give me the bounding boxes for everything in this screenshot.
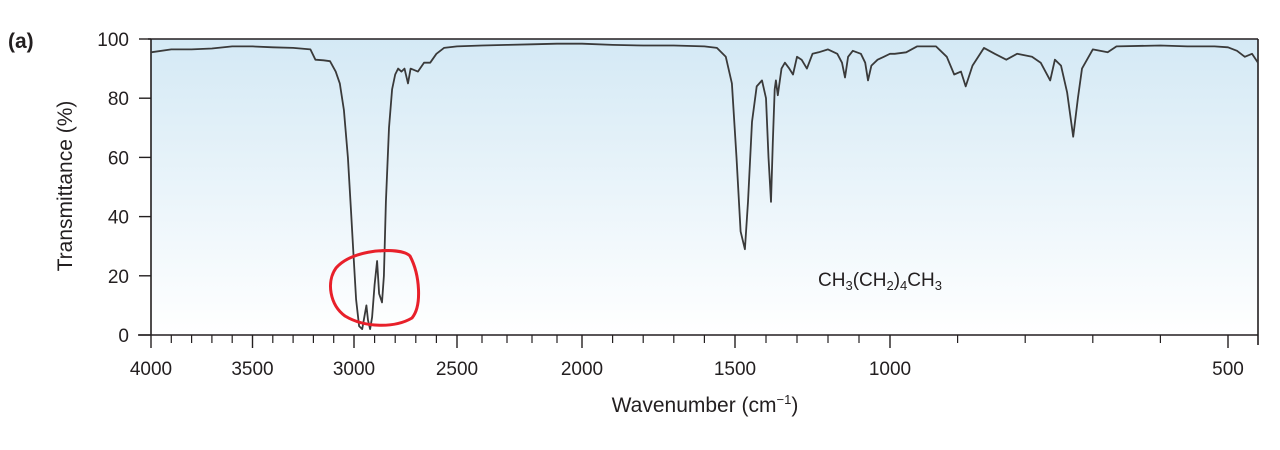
plot-area [151,39,1258,335]
y-tick-label: 40 [108,208,129,229]
y-tick-label: 0 [118,326,129,347]
x-tick-label: 2000 [561,359,603,380]
highlight-circle [329,249,421,327]
x-axis-label-close: ) [791,394,799,417]
compound-formula-label: CH3(CH2)4CH3 [818,270,942,293]
x-tick-label: 500 [1212,359,1244,380]
panel-label: (a) [8,30,34,53]
x-tick-label: 3500 [231,359,273,380]
y-axis-label: Transmittance (%) [54,100,77,272]
x-tick-label: 1500 [714,359,756,380]
x-tick-label: 1000 [869,359,911,380]
y-tick-label: 80 [108,89,129,110]
x-tick-label: 4000 [130,359,172,380]
y-tick-label: 20 [108,267,129,288]
x-tick-label: 3000 [333,359,375,380]
y-tick-label: 60 [108,148,129,169]
y-tick-label: 100 [97,30,129,51]
x-axis-label-text: Wavenumber (cm [611,394,777,417]
x-axis-label-superscript: −1 [776,392,792,407]
spectrum-line [150,42,1259,330]
x-axis-label: Wavenumber (cm−1) [612,392,799,418]
x-tick-label: 2500 [436,359,478,380]
